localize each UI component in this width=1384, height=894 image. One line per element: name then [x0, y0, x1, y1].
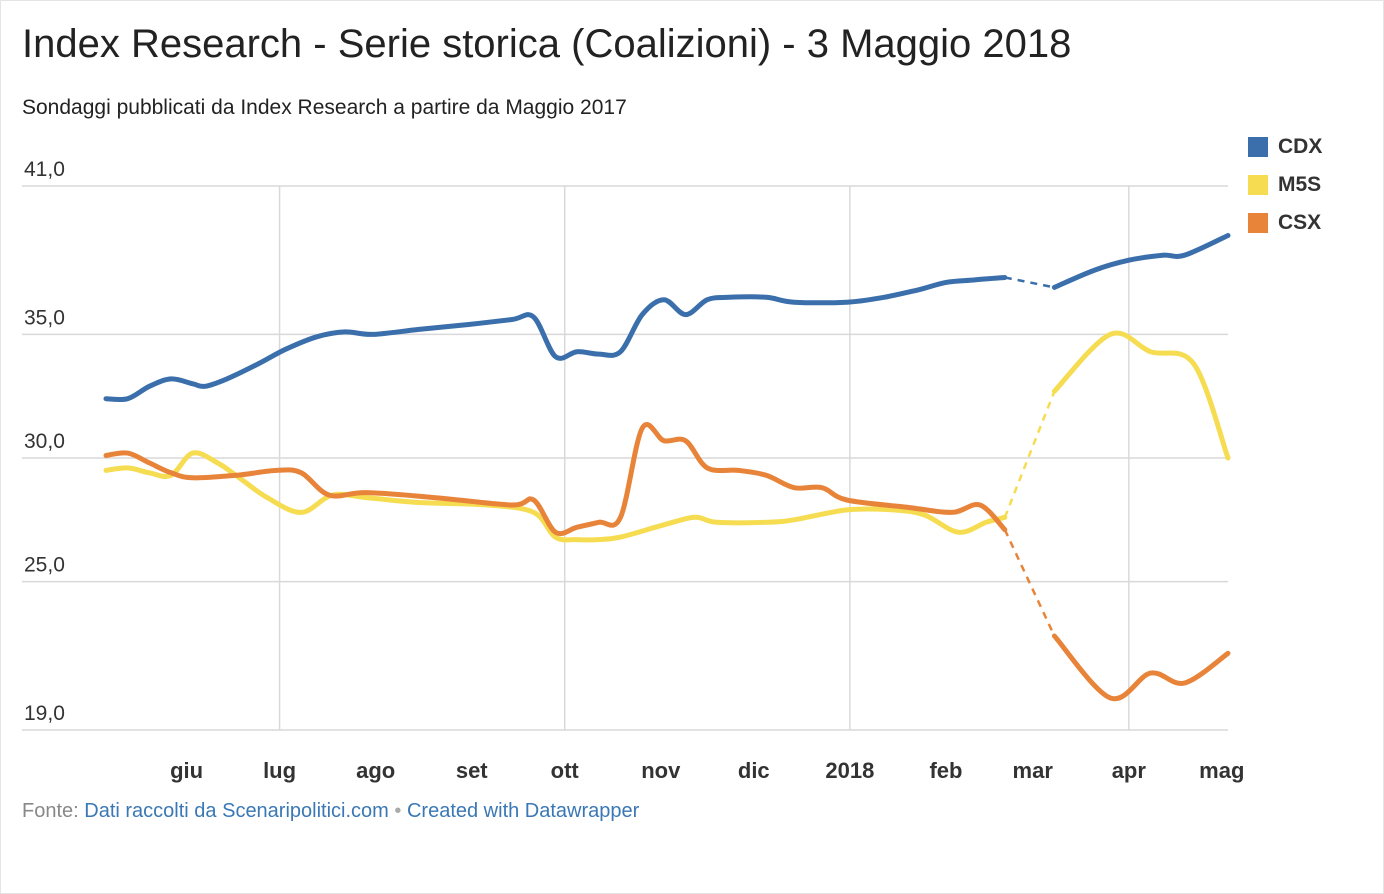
footer: Fonte: Dati raccolti da Scenaripolitici.…: [22, 800, 639, 823]
source-link[interactable]: Dati raccolti da Scenaripolitici.com: [84, 800, 389, 822]
x-tick-label: nov: [641, 758, 681, 783]
legend-label: M5S: [1278, 173, 1322, 196]
footer-prefix: Fonte:: [22, 800, 79, 822]
legend-item-csx: CSX: [1248, 204, 1322, 242]
y-axis-tick-labels: 41,0 35,0 30,0 25,0 19,0: [24, 158, 65, 725]
legend-item-cdx: CDX: [1248, 128, 1322, 166]
series-m5s-line: [1051, 330, 1231, 461]
grid-lines: [22, 185, 1228, 731]
series-cdx: [103, 233, 1231, 403]
y-tick-label: 19,0: [24, 702, 65, 725]
x-tick-label: lug: [263, 758, 296, 783]
series-lines: [103, 233, 1231, 702]
series-csx-line: [103, 422, 1008, 537]
legend: CDX M5S CSX: [1248, 128, 1322, 242]
x-tick-label: dic: [738, 758, 770, 783]
legend-swatch: [1248, 175, 1268, 195]
y-tick-label: 35,0: [24, 306, 65, 329]
x-tick-label: 2018: [825, 758, 874, 783]
legend-item-m5s: M5S: [1248, 166, 1322, 204]
series-csx-line: [1051, 633, 1231, 702]
x-tick-label: mag: [1199, 758, 1244, 783]
x-axis-tick-labels: giu lug ago set ott nov dic 2018 feb mar apr mag: [170, 758, 1244, 783]
series-cdx-gap-line: [1004, 276, 1055, 289]
legend-swatch: [1248, 213, 1268, 233]
footer-separator: •: [394, 800, 402, 822]
series-m5s-gap-line: [1003, 390, 1056, 518]
series-csx-gap-line: [1003, 529, 1056, 637]
datawrapper-link[interactable]: Created with Datawrapper: [406, 800, 640, 822]
y-tick-label: 25,0: [24, 554, 65, 577]
x-tick-label: mar: [1013, 758, 1054, 783]
x-tick-label: ago: [356, 758, 395, 783]
series-m5s-line: [103, 450, 1008, 543]
x-tick-label: ott: [551, 758, 580, 783]
x-tick-label: feb: [929, 758, 962, 783]
x-tick-label: set: [456, 758, 488, 783]
legend-label: CDX: [1278, 135, 1323, 158]
series-cdx-line: [1051, 233, 1231, 290]
chart-title: Index Research - Serie storica (Coalizio…: [22, 22, 1072, 66]
y-tick-label: 30,0: [24, 430, 65, 453]
series-csx: [103, 422, 1231, 702]
x-tick-label: giu: [170, 758, 203, 783]
series-cdx-line: [103, 275, 1008, 403]
series-m5s: [103, 330, 1231, 543]
y-tick-label: 41,0: [24, 158, 65, 181]
chart-subtitle: Sondaggi pubblicati da Index Research a …: [22, 96, 627, 119]
x-tick-label: apr: [1112, 758, 1147, 783]
legend-label: CSX: [1278, 211, 1322, 234]
legend-swatch: [1248, 137, 1268, 157]
